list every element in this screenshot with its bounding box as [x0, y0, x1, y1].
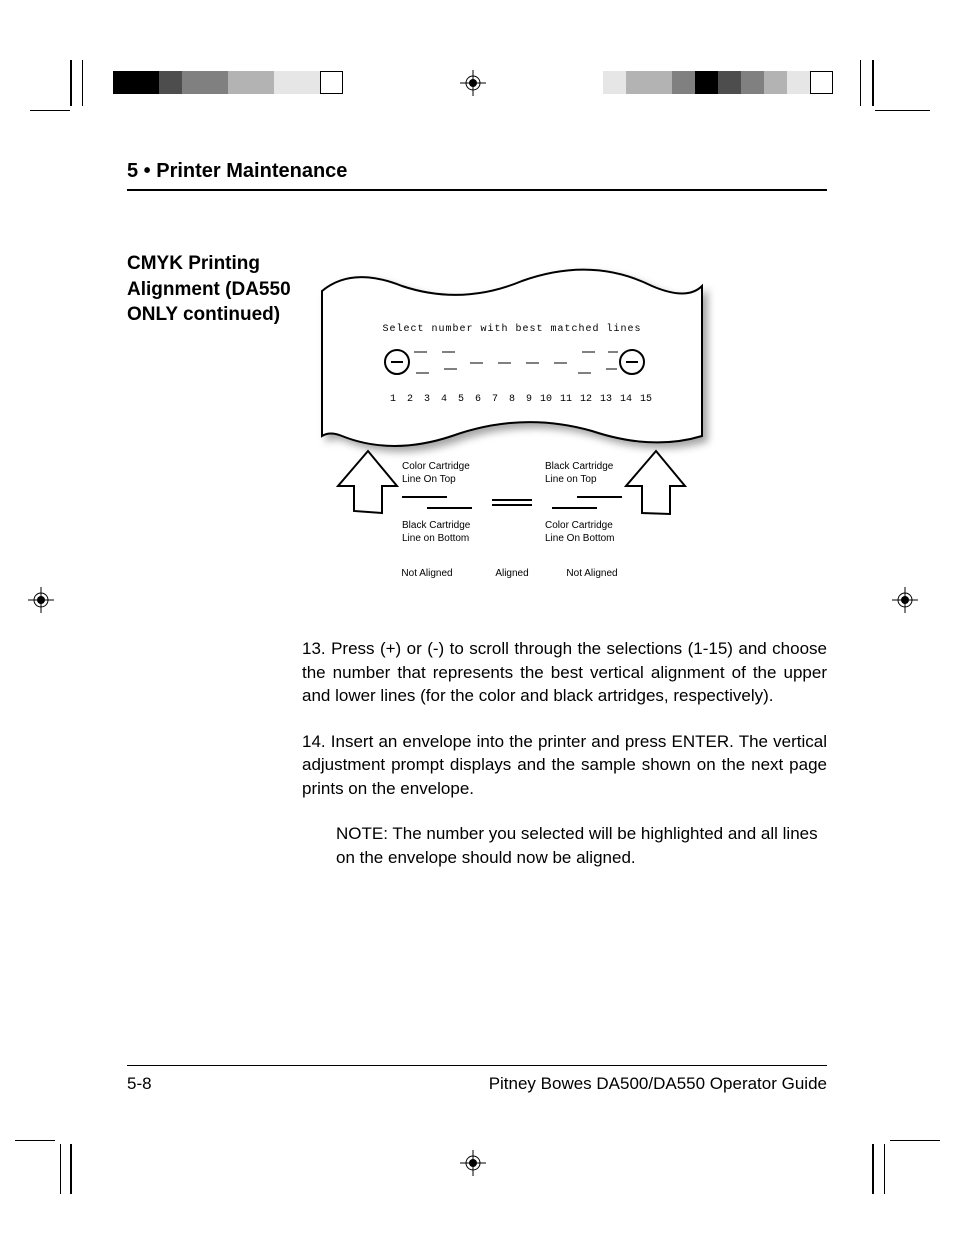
arrow-icon — [626, 451, 685, 514]
svg-text:13: 13 — [600, 394, 612, 405]
document-title: Pitney Bowes DA500/DA550 Operator Guide — [489, 1074, 827, 1094]
svg-text:9: 9 — [526, 394, 532, 405]
registration-mark-icon — [892, 587, 918, 613]
svg-text:Aligned: Aligned — [495, 568, 528, 579]
svg-text:2: 2 — [407, 394, 413, 405]
svg-text:Line On Top: Line On Top — [402, 474, 456, 485]
svg-text:8: 8 — [509, 394, 515, 405]
svg-text:15: 15 — [640, 394, 652, 405]
page-number: 5-8 — [127, 1074, 152, 1094]
registration-mark-icon — [460, 1150, 486, 1176]
page-content: 5 • Printer Maintenance CMYK Printing Al… — [127, 160, 827, 869]
svg-text:12: 12 — [580, 394, 592, 405]
registration-mark-icon — [28, 587, 54, 613]
color-bar-left — [113, 71, 343, 94]
svg-text:5: 5 — [458, 394, 464, 405]
svg-text:Not Aligned: Not Aligned — [401, 568, 452, 579]
svg-text:7: 7 — [492, 394, 498, 405]
svg-text:11: 11 — [560, 394, 572, 405]
svg-text:Color Cartridge: Color Cartridge — [402, 461, 470, 472]
svg-text:Black Cartridge: Black Cartridge — [545, 461, 614, 472]
svg-text:Line on Top: Line on Top — [545, 474, 597, 485]
svg-text:Color Cartridge: Color Cartridge — [545, 520, 613, 531]
page-footer: 5-8 Pitney Bowes DA500/DA550 Operator Gu… — [127, 1065, 827, 1094]
svg-text:Line on Bottom: Line on Bottom — [402, 533, 469, 544]
svg-text:1: 1 — [390, 394, 396, 405]
svg-text:6: 6 — [475, 394, 481, 405]
svg-text:Not Aligned: Not Aligned — [566, 568, 617, 579]
svg-text:3: 3 — [424, 394, 430, 405]
diagram-instruction: Select number with best matched lines — [382, 323, 641, 335]
paragraph-14: 14. Insert an envelope into the printer … — [302, 730, 827, 800]
paragraph-13: 13. Press (+) or (-) to scroll through t… — [302, 637, 827, 707]
svg-text:Line On Bottom: Line On Bottom — [545, 533, 614, 544]
section-heading: CMYK Printing Alignment (DA550 ONLY cont… — [127, 251, 302, 869]
svg-text:Black Cartridge: Black Cartridge — [402, 520, 471, 531]
svg-text:14: 14 — [620, 394, 632, 405]
alignment-diagram: Select number with best matched lines — [292, 251, 732, 591]
arrow-icon — [338, 451, 397, 513]
svg-text:10: 10 — [540, 394, 552, 405]
svg-text:4: 4 — [441, 394, 447, 405]
color-bar-right — [603, 71, 833, 94]
chapter-title: 5 • Printer Maintenance — [127, 160, 827, 191]
note-text: NOTE: The number you selected will be hi… — [336, 822, 827, 869]
registration-mark-icon — [460, 70, 486, 96]
